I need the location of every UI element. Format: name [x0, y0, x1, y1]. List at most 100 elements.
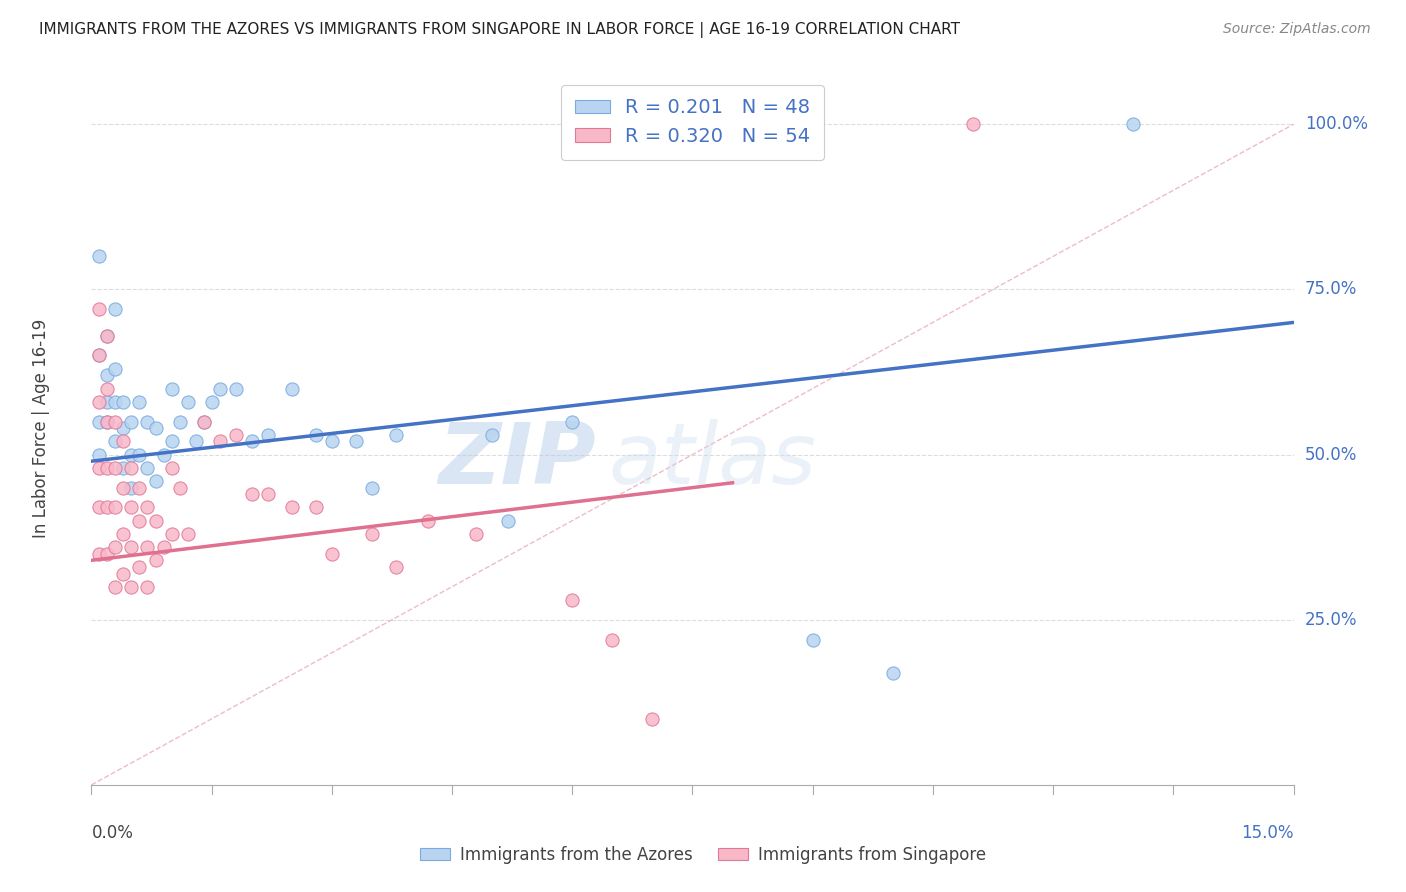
Point	[104, 394, 127, 409]
Point	[225, 427, 247, 442]
Point	[360, 527, 382, 541]
Point	[89, 448, 111, 462]
Point	[145, 514, 167, 528]
Point	[104, 361, 127, 376]
Point	[465, 527, 488, 541]
Point	[145, 421, 167, 435]
Point	[128, 560, 150, 574]
Point	[145, 553, 167, 567]
Point	[201, 394, 224, 409]
Point	[112, 434, 135, 449]
Point	[136, 415, 159, 429]
Point	[321, 434, 343, 449]
Text: 25.0%: 25.0%	[1305, 611, 1357, 629]
Point	[305, 427, 328, 442]
Point	[136, 460, 159, 475]
Point	[96, 382, 118, 396]
Point	[136, 500, 159, 515]
Point	[152, 448, 174, 462]
Text: IMMIGRANTS FROM THE AZORES VS IMMIGRANTS FROM SINGAPORE IN LABOR FORCE | AGE 16-: IMMIGRANTS FROM THE AZORES VS IMMIGRANTS…	[39, 22, 960, 38]
Point	[96, 415, 118, 429]
Point	[256, 427, 278, 442]
Point	[496, 514, 519, 528]
Point	[104, 580, 127, 594]
Point	[176, 527, 198, 541]
Point	[385, 427, 408, 442]
Point	[160, 382, 183, 396]
Text: 0.0%: 0.0%	[91, 824, 134, 842]
Point	[561, 593, 583, 607]
Point	[193, 415, 215, 429]
Point	[136, 540, 159, 554]
Point	[344, 434, 367, 449]
Point	[112, 481, 135, 495]
Point	[121, 481, 143, 495]
Point	[96, 460, 118, 475]
Point	[481, 427, 503, 442]
Point	[561, 415, 583, 429]
Point	[121, 460, 143, 475]
Point	[89, 415, 111, 429]
Point	[112, 394, 135, 409]
Point	[602, 632, 624, 647]
Point	[360, 481, 382, 495]
Point	[104, 302, 127, 317]
Point	[801, 632, 824, 647]
Point	[89, 547, 111, 561]
Text: 75.0%: 75.0%	[1305, 280, 1357, 299]
Point	[208, 434, 231, 449]
Text: 100.0%: 100.0%	[1305, 115, 1368, 133]
Point	[641, 712, 664, 726]
Point	[160, 434, 183, 449]
Point	[416, 514, 439, 528]
Point	[145, 474, 167, 488]
Point	[1122, 117, 1144, 131]
Point	[104, 540, 127, 554]
Point	[240, 434, 263, 449]
Point	[89, 349, 111, 363]
Point	[128, 394, 150, 409]
Point	[112, 421, 135, 435]
Point	[305, 500, 328, 515]
Point	[121, 500, 143, 515]
Text: ZIP: ZIP	[439, 418, 596, 502]
Point	[281, 382, 304, 396]
Point	[121, 540, 143, 554]
Point	[96, 328, 118, 343]
Point	[256, 487, 278, 501]
Point	[89, 349, 111, 363]
Point	[136, 580, 159, 594]
Point	[160, 527, 183, 541]
Text: In Labor Force | Age 16-19: In Labor Force | Age 16-19	[32, 318, 49, 538]
Point	[128, 514, 150, 528]
Point	[184, 434, 207, 449]
Point	[281, 500, 304, 515]
Point	[104, 434, 127, 449]
Point	[385, 560, 408, 574]
Point	[121, 415, 143, 429]
Point	[96, 500, 118, 515]
Point	[89, 302, 111, 317]
Point	[225, 382, 247, 396]
Legend: Immigrants from the Azores, Immigrants from Singapore: Immigrants from the Azores, Immigrants f…	[413, 839, 993, 871]
Point	[96, 328, 118, 343]
Text: atlas: atlas	[609, 418, 817, 502]
Point	[882, 665, 904, 680]
Point	[89, 249, 111, 263]
Point	[96, 547, 118, 561]
Point	[152, 540, 174, 554]
Point	[89, 500, 111, 515]
Point	[112, 527, 135, 541]
Point	[169, 481, 191, 495]
Point	[128, 448, 150, 462]
Point	[208, 382, 231, 396]
Point	[104, 460, 127, 475]
Point	[121, 580, 143, 594]
Point	[104, 415, 127, 429]
Point	[89, 460, 111, 475]
Point	[112, 460, 135, 475]
Point	[96, 368, 118, 383]
Point	[240, 487, 263, 501]
Point	[169, 415, 191, 429]
Point	[121, 448, 143, 462]
